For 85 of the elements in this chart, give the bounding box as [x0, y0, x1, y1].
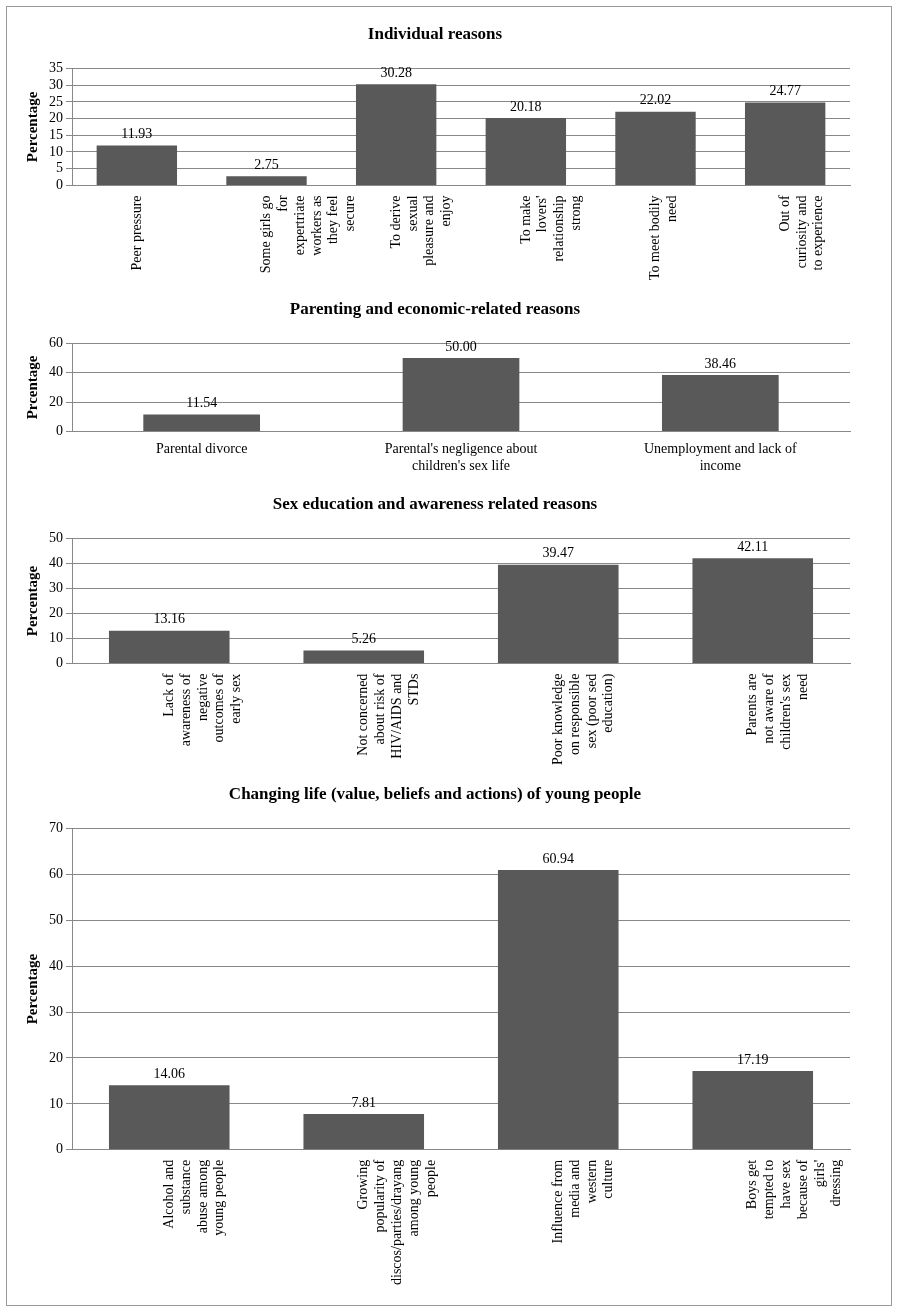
x-tick-label: Growing popularity of discos/parties/drayang among young people: [355, 1159, 438, 1285]
bar: [485, 117, 567, 185]
y-tick-label: 20: [49, 393, 63, 409]
y-tick-label: 0: [56, 177, 63, 193]
x-tick-label: To make lovers' relationship strong: [517, 195, 583, 262]
x-tick-label: Out of curiosity and to experience: [776, 195, 826, 271]
bar: [661, 374, 779, 431]
data-label: 38.46: [704, 355, 737, 371]
bar: [615, 111, 696, 185]
x-tick-label: Parents are not aware of children's sex need: [744, 673, 810, 750]
y-tick-label: 0: [56, 423, 63, 439]
data-label: 5.26: [351, 631, 376, 647]
y-axis-title: Percentage: [23, 91, 40, 163]
y-tick-label: 50: [49, 530, 63, 546]
y-tick-label: 10: [49, 630, 63, 646]
bar: [402, 358, 520, 431]
x-tick-label: Unemployment and lack of income: [643, 441, 798, 474]
y-tick-label: 40: [49, 957, 63, 973]
data-label: 60.94: [542, 850, 574, 866]
y-tick-label: 30: [49, 1003, 63, 1019]
y-tick-label: 35: [49, 60, 63, 76]
bar: [143, 414, 261, 431]
bar: [303, 1113, 425, 1150]
bar: [108, 1085, 230, 1150]
data-label: 13.16: [153, 611, 185, 627]
bar: [355, 84, 437, 185]
x-tick-label: Poor knowledge on responsible sex (poor sed education): [549, 673, 617, 766]
y-tick-label: 0: [56, 1141, 63, 1157]
x-tick-label: Peer pressure: [128, 195, 144, 271]
y-tick-label: 30: [49, 580, 63, 596]
x-tick-label: Not concerned about risk of HIV/AIDS and STDs: [355, 673, 421, 759]
y-axis-title: Percentage: [23, 565, 40, 637]
y-tick-label: 10: [49, 1095, 63, 1111]
bar: [96, 145, 178, 185]
bar: [226, 176, 307, 185]
data-label: 20.18: [510, 98, 542, 114]
y-tick-label: 10: [49, 143, 63, 159]
data-label: 42.11: [737, 538, 769, 554]
x-tick-label: Lack of awareness of negative outcomes of early sex: [160, 673, 244, 747]
y-tick-label: 50: [49, 911, 63, 927]
chart-title: Changing life (value, beliefs and actions) of young people: [228, 783, 642, 803]
data-label: 7.81: [351, 1094, 376, 1110]
data-label: 11.54: [186, 395, 218, 411]
y-axis-title: Percentage: [23, 953, 40, 1025]
bar: [108, 630, 230, 664]
x-tick-label: Boys get tempted to have sex because of girls' dressing: [744, 1159, 844, 1220]
x-tick-label: Alcohol and substance abuse among young people: [160, 1159, 227, 1236]
bar: [692, 558, 814, 664]
y-tick-label: 20: [49, 605, 63, 621]
chart-title: Parenting and economic-related reasons: [289, 298, 581, 318]
y-tick-label: 25: [49, 93, 63, 109]
x-tick-label: Parental divorce: [155, 441, 248, 457]
y-tick-label: 20: [49, 1049, 63, 1065]
chart-title: Individual reasons: [367, 23, 503, 43]
bar: [497, 564, 619, 664]
data-label: 22.02: [639, 92, 672, 108]
data-label: 11.93: [121, 126, 153, 142]
y-tick-label: 40: [49, 555, 63, 571]
x-tick-label: Parental's negligence about children's sex life: [384, 441, 538, 474]
x-tick-label: Influence from media and western culture: [549, 1159, 616, 1244]
data-label: 30.28: [380, 64, 412, 80]
x-tick-label: To derive sexual pleasure and enjoy: [387, 195, 454, 266]
y-axis-title: Prcentage: [23, 355, 40, 420]
data-label: 14.06: [153, 1065, 185, 1081]
bar: [692, 1070, 814, 1150]
y-tick-label: 60: [49, 335, 63, 351]
bar: [497, 870, 619, 1150]
y-tick-label: 30: [49, 76, 63, 92]
y-tick-label: 5: [56, 160, 63, 176]
data-label: 50.00: [445, 338, 477, 354]
x-tick-label: Some girls go for expertriate workers as they feel secure: [258, 195, 358, 274]
y-tick-label: 60: [49, 865, 63, 881]
bar: [744, 102, 826, 185]
x-tick-label: To meet bodily need: [647, 195, 679, 280]
chart-title: Sex education and awareness related reasons: [272, 493, 598, 513]
data-label: 39.47: [542, 545, 574, 561]
y-tick-label: 40: [49, 364, 63, 380]
data-label: 24.77: [769, 83, 801, 99]
bar: [303, 650, 425, 664]
y-tick-label: 0: [56, 655, 63, 671]
y-tick-label: 15: [49, 126, 63, 142]
y-tick-label: 70: [49, 820, 63, 836]
y-tick-label: 20: [49, 110, 63, 126]
data-label: 17.19: [737, 1051, 769, 1067]
data-label: 2.75: [254, 156, 279, 172]
